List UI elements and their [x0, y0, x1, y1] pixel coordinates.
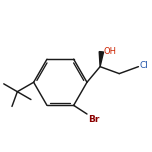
- Text: Cl: Cl: [140, 61, 149, 70]
- Text: OH: OH: [103, 47, 116, 56]
- Polygon shape: [99, 52, 104, 67]
- Text: Br: Br: [88, 115, 99, 124]
